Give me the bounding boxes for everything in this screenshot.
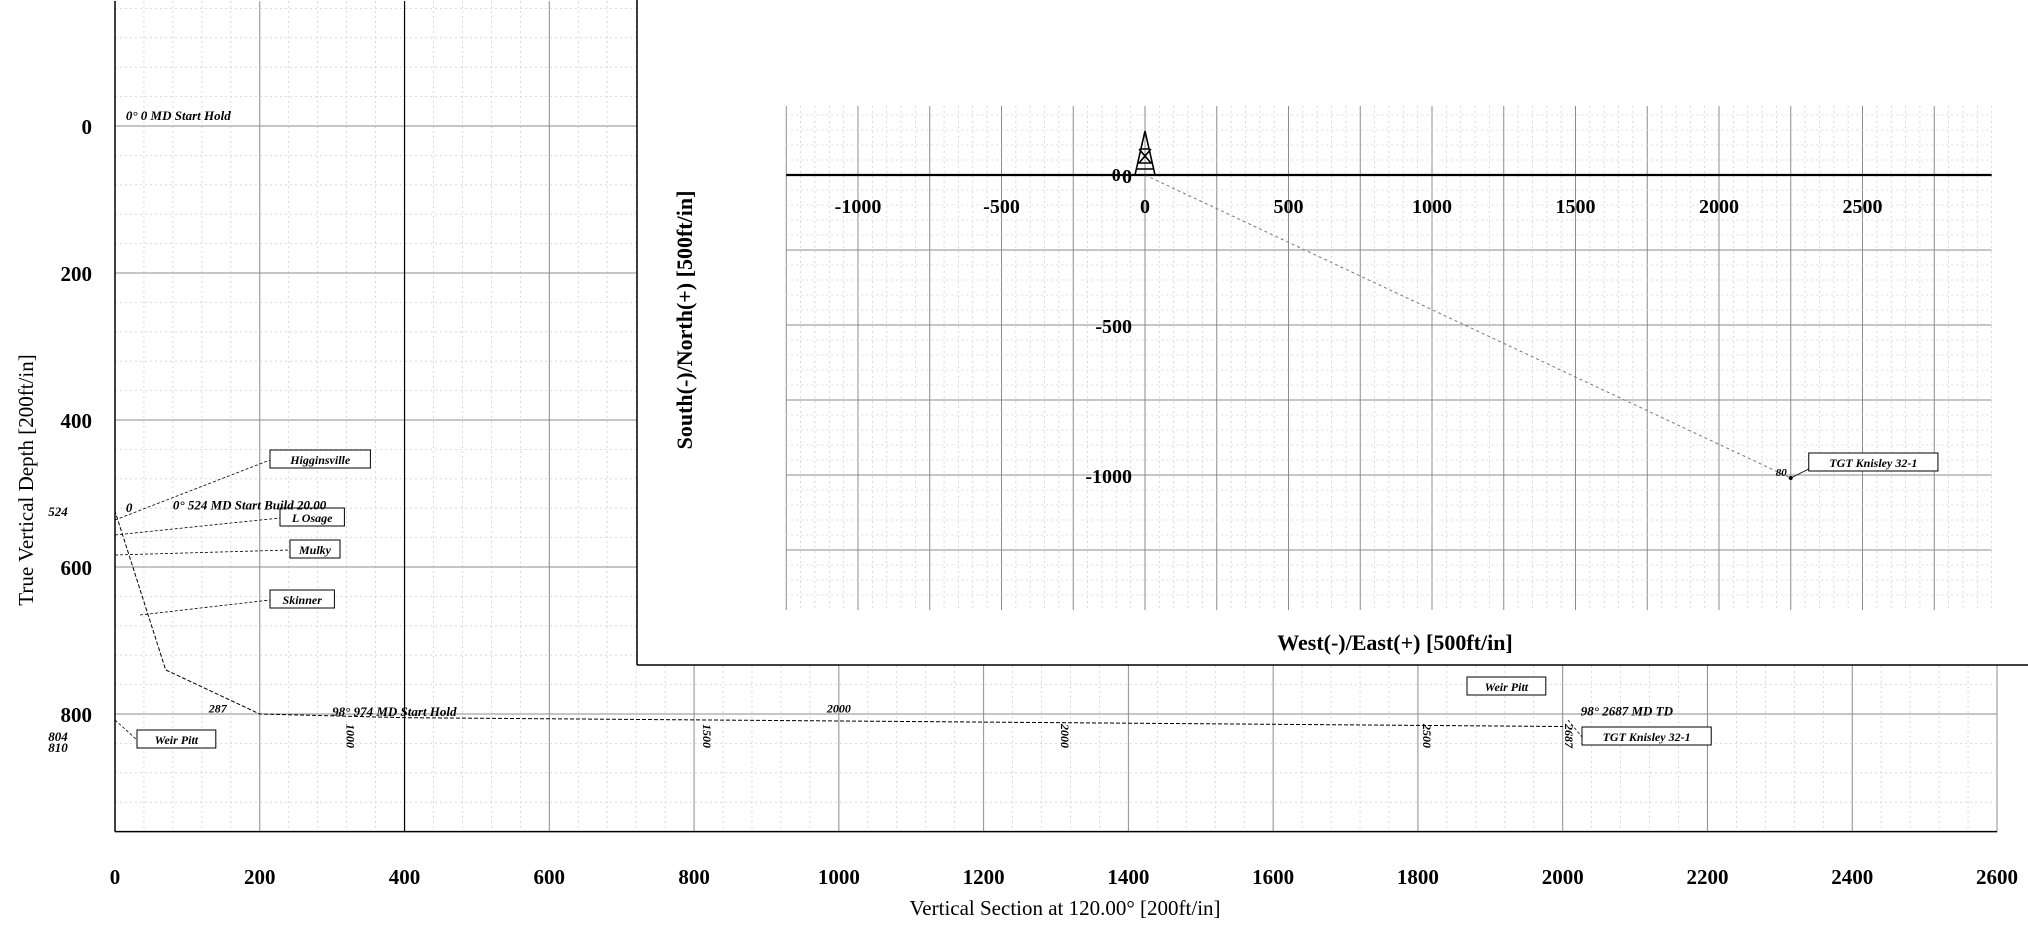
vertical-section-well-path-line: [114, 126, 1563, 727]
plan-view-x-tick-label: 1000: [1412, 196, 1452, 218]
formation-label-box: [1466, 676, 1547, 696]
target-label-box: [1808, 452, 1939, 472]
depth-side-label: 804: [48, 729, 68, 744]
vertical-section-y-axis-label: True Vertical Depth [200ft/in]: [14, 354, 38, 605]
vertical-section-annotation: 98° 2687 MD TD: [1581, 703, 1674, 718]
md-marker-label: 2000: [1058, 723, 1072, 748]
formation-leader-line: [1567, 719, 1583, 738]
plan-view-x-tick-label: 1500: [1556, 196, 1596, 218]
formation-label: TGT Knisley 32-1: [1603, 730, 1691, 744]
plan-view-y-axis-label: South(-)/North(+) [500ft/in]: [672, 191, 697, 450]
formation-leader-line: [114, 459, 271, 521]
md-marker-label: 1000: [344, 724, 358, 748]
plan-view-annotation: 0: [1112, 165, 1121, 185]
vertical-section-x-tick-label: 1400: [1107, 865, 1149, 889]
vertical-section-annotation: 0° 0 MD Start Hold: [126, 108, 231, 123]
formation-leader-line: [114, 517, 281, 536]
vertical-section-annotation: 0° 524 MD Start Build 20.00: [173, 498, 327, 513]
vertical-section-x-tick-label: 2200: [1686, 865, 1728, 889]
plan-view-grid: [785, 106, 1993, 610]
depth-side-label: 524: [48, 504, 68, 519]
vertical-section-x-tick-label: 200: [244, 865, 276, 889]
vertical-section-x-axis-label: Vertical Section at 120.00° [200ft/in]: [909, 896, 1220, 920]
plan-view-y-tick-label: -500: [1095, 316, 1132, 338]
target-label: TGT Knisley 32-1: [1829, 456, 1917, 470]
vertical-section-formations: Higginsville L Osage Mulky Skinner Weir Pitt…: [114, 449, 1712, 749]
plan-view-x-tick-label: -500: [983, 196, 1020, 218]
formation-label-box: [279, 507, 345, 527]
vertical-section-x-tick-label: 600: [534, 865, 566, 889]
plan-view-panel: -1000 -500 0 500 1000 1500 2000 2500 0 -500-1000 …: [636, 0, 2028, 666]
plan-view-annotations: 80 TGT Knisley 32-1 0: [1112, 165, 1939, 480]
formation-label-box: [289, 539, 341, 559]
formation-label: Mulky: [298, 543, 332, 557]
depth-side-label: 810: [48, 740, 68, 755]
formation-label: Weir Pitt: [1485, 680, 1529, 694]
vertical-section-x-tick-label: 2600: [1976, 865, 2018, 889]
plan-view-y-tick-label: 0: [1122, 166, 1132, 188]
vertical-section-x-tick-label: 2000: [1542, 865, 1584, 889]
plan-view-background: [637, 0, 2028, 665]
md-marker-label: 2500: [1420, 723, 1434, 748]
vertical-section-y-tick-label: 600: [61, 556, 93, 580]
vertical-section-x-tick-label: 2400: [1831, 865, 1873, 889]
formation-label: L Osage: [291, 511, 333, 525]
target-marker-label: 80: [1776, 467, 1788, 479]
plan-view-x-tick-label: 0: [1140, 196, 1150, 218]
vertical-section-y-tick-label: 800: [61, 703, 93, 727]
formation-leader-line: [114, 549, 291, 556]
rig-icon: [1131, 130, 1159, 176]
plan-view-x-axis-label: West(-)/East(+) [500ft/in]: [1277, 630, 1513, 655]
target-leader-line: [1790, 467, 1811, 479]
vertical-section-well-path: [114, 126, 1563, 727]
formation-label-box: [269, 449, 371, 469]
md-marker-label: 287: [208, 702, 228, 716]
vertical-section-x-tick-label: 1600: [1252, 865, 1294, 889]
vertical-section-x-tick-label: 800: [678, 865, 710, 889]
plan-view-x-tick-label: -1000: [835, 196, 882, 218]
vertical-section-y-tick-label: 200: [61, 262, 93, 286]
md-marker-label: 2687: [1562, 723, 1576, 749]
vertical-section-tick-labels: 0 200 400 600 800 1000 1200 1400 1600 1800 2000 220…: [61, 115, 2019, 889]
vertical-section-annotation: 0: [126, 500, 133, 515]
formation-label: Higginsville: [289, 453, 351, 467]
vertical-section-y-tick-label: 400: [61, 409, 93, 433]
vertical-section-x-tick-label: 1000: [818, 865, 860, 889]
plan-view-well-path: [1144, 174, 1791, 479]
vertical-section-x-tick-label: 0: [110, 865, 121, 889]
plan-view-well-path-line: [1144, 174, 1791, 479]
plan-view-x-tick-label: 2000: [1699, 196, 1739, 218]
plan-view-axes: [786, 106, 1992, 610]
md-marker-label: 2000: [826, 702, 851, 716]
md-marker-label: 1500: [700, 724, 714, 748]
vertical-section-annotation: 98° 974 MD Start Hold: [332, 704, 457, 719]
plan-view-y-tick-label: -1000: [1085, 466, 1132, 488]
formation-label-box: [269, 589, 335, 609]
formation-label-box: [136, 729, 217, 749]
vertical-section-x-tick-label: 400: [389, 865, 421, 889]
formation-label: Weir Pitt: [155, 733, 199, 747]
plan-view-tick-labels: -1000 -500 0 500 1000 1500 2000 2500 0 -500 -1000: [835, 166, 1883, 488]
vertical-section-x-tick-label: 1800: [1397, 865, 1439, 889]
formation-leader-line: [139, 599, 271, 616]
vertical-section-x-tick-label: 1200: [963, 865, 1005, 889]
formation-label-box: [1581, 726, 1712, 746]
vertical-section-y-tick-label: 0: [82, 115, 93, 139]
plan-view-x-tick-label: 2500: [1843, 196, 1883, 218]
plan-view-x-tick-label: 500: [1274, 196, 1304, 218]
formation-label: Skinner: [283, 593, 323, 607]
